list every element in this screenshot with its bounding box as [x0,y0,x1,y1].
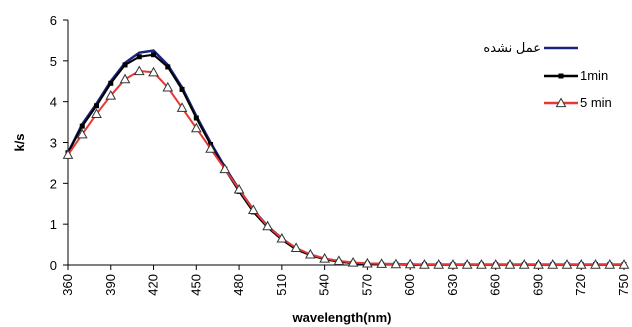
x-tick-label: 630 [445,274,460,296]
data-point [561,259,573,269]
x-tick-label: 690 [530,274,545,296]
series-line [67,53,624,266]
x-axis-title: wavelength(nm) [292,310,392,325]
data-point [108,80,114,86]
x-tick-label: 600 [402,274,417,296]
x-tick-label: 570 [359,274,374,296]
data-point [179,86,185,92]
data-point [190,122,202,133]
series-3 [62,65,630,269]
data-point [533,259,544,269]
data-point [193,115,199,121]
data-point [76,128,88,139]
data-point [162,81,174,92]
data-point [555,97,567,108]
data-point [165,64,171,70]
legend: عمل نشده 1min 5 min [483,40,611,110]
data-point [575,259,587,269]
legend-label: عمل نشده [483,40,541,55]
series-1 [66,49,624,266]
y-axis-title: k/s [12,133,27,151]
data-point [518,259,530,269]
data-point [233,183,245,194]
data-point [347,257,359,267]
series-layer [62,49,630,269]
legend-item: 1min [544,68,608,83]
series-line [66,49,624,266]
x-tick-label: 450 [188,274,203,296]
data-point [176,102,188,112]
x-tick-label: 540 [317,274,332,296]
x-tick-label: 720 [573,274,588,296]
data-point [547,259,559,269]
data-point [247,204,259,214]
legend-item: عمل نشده [483,40,578,55]
data-point [136,54,142,60]
x-tick-label: 420 [146,274,161,296]
data-point [419,259,430,269]
data-point [276,232,288,243]
legend-item: 5 min [544,95,612,110]
x-tick-label: 480 [231,274,246,296]
data-point [122,62,128,68]
data-point [305,248,316,259]
data-point [404,258,416,269]
data-point [79,123,85,129]
x-tick-label: 360 [60,274,75,296]
data-point [91,108,102,119]
y-tick-label: 1 [50,217,57,232]
data-point [590,259,601,269]
data-point [119,73,131,84]
y-tick-label: 4 [50,95,57,110]
data-point [490,259,502,269]
data-point [604,259,616,269]
series-line [67,70,624,266]
data-point [262,220,273,231]
data-point [151,52,157,58]
data-point [133,65,145,76]
data-point [362,257,373,268]
data-point [105,90,117,100]
y-tick-label: 5 [50,54,57,69]
x-tick-label: 750 [616,274,631,296]
x-tick-label: 510 [274,274,289,296]
legend-label: 5 min [580,95,612,110]
data-point [618,259,630,269]
data-point [205,143,216,153]
data-point [94,103,100,109]
data-point [447,259,459,269]
x-tick-label: 660 [488,274,503,296]
data-point [290,242,302,252]
y-tick-label: 2 [50,176,57,191]
data-point [504,259,516,269]
data-point [433,259,445,269]
y-tick-label: 3 [50,136,57,151]
data-point [376,258,387,268]
data-point [219,163,231,174]
data-point [390,258,402,269]
data-point [476,259,487,269]
data-point [319,252,330,263]
data-point [558,73,564,79]
data-point [62,149,74,159]
data-point [461,259,473,269]
y-tick-label: 6 [50,13,57,28]
series-2 [65,52,627,268]
axes: 0 1 2 3 4 5 6 360 390 420 450 480 510 540 570 600 630 660… [50,13,631,296]
legend-label: 1min [580,68,608,83]
data-point [333,255,345,266]
y-tick-label: 0 [50,258,57,273]
data-point [148,66,159,77]
x-tick-label: 390 [103,274,118,296]
